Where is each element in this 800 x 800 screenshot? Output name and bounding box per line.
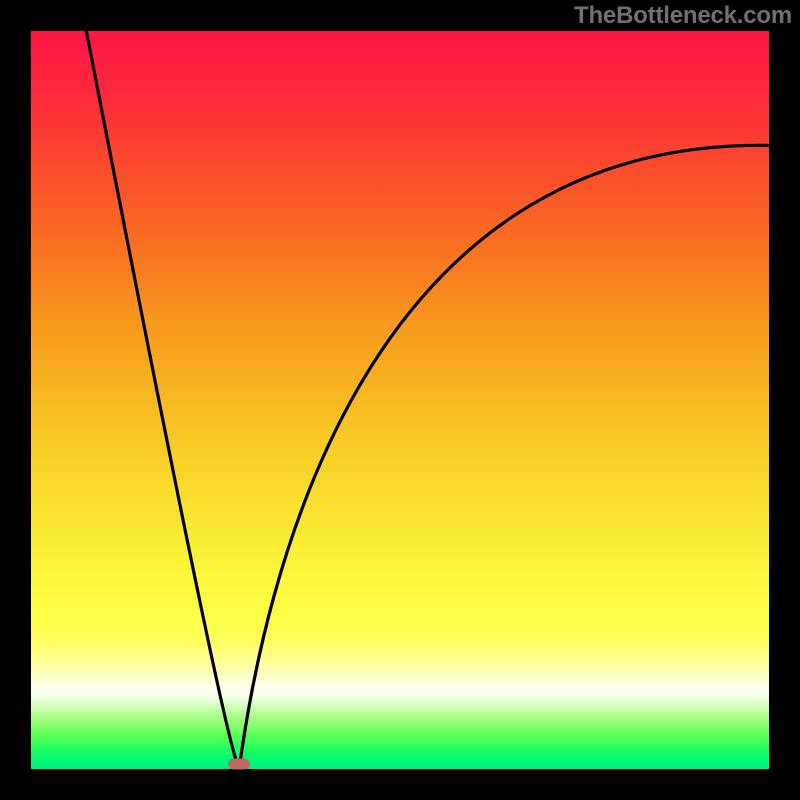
valley-marker: [228, 758, 250, 769]
chart-container: TheBottleneck.com: [0, 0, 800, 800]
bottleneck-curve-path: [86, 31, 769, 769]
watermark-text: TheBottleneck.com: [574, 2, 792, 30]
bottleneck-curve-svg: [0, 0, 800, 800]
